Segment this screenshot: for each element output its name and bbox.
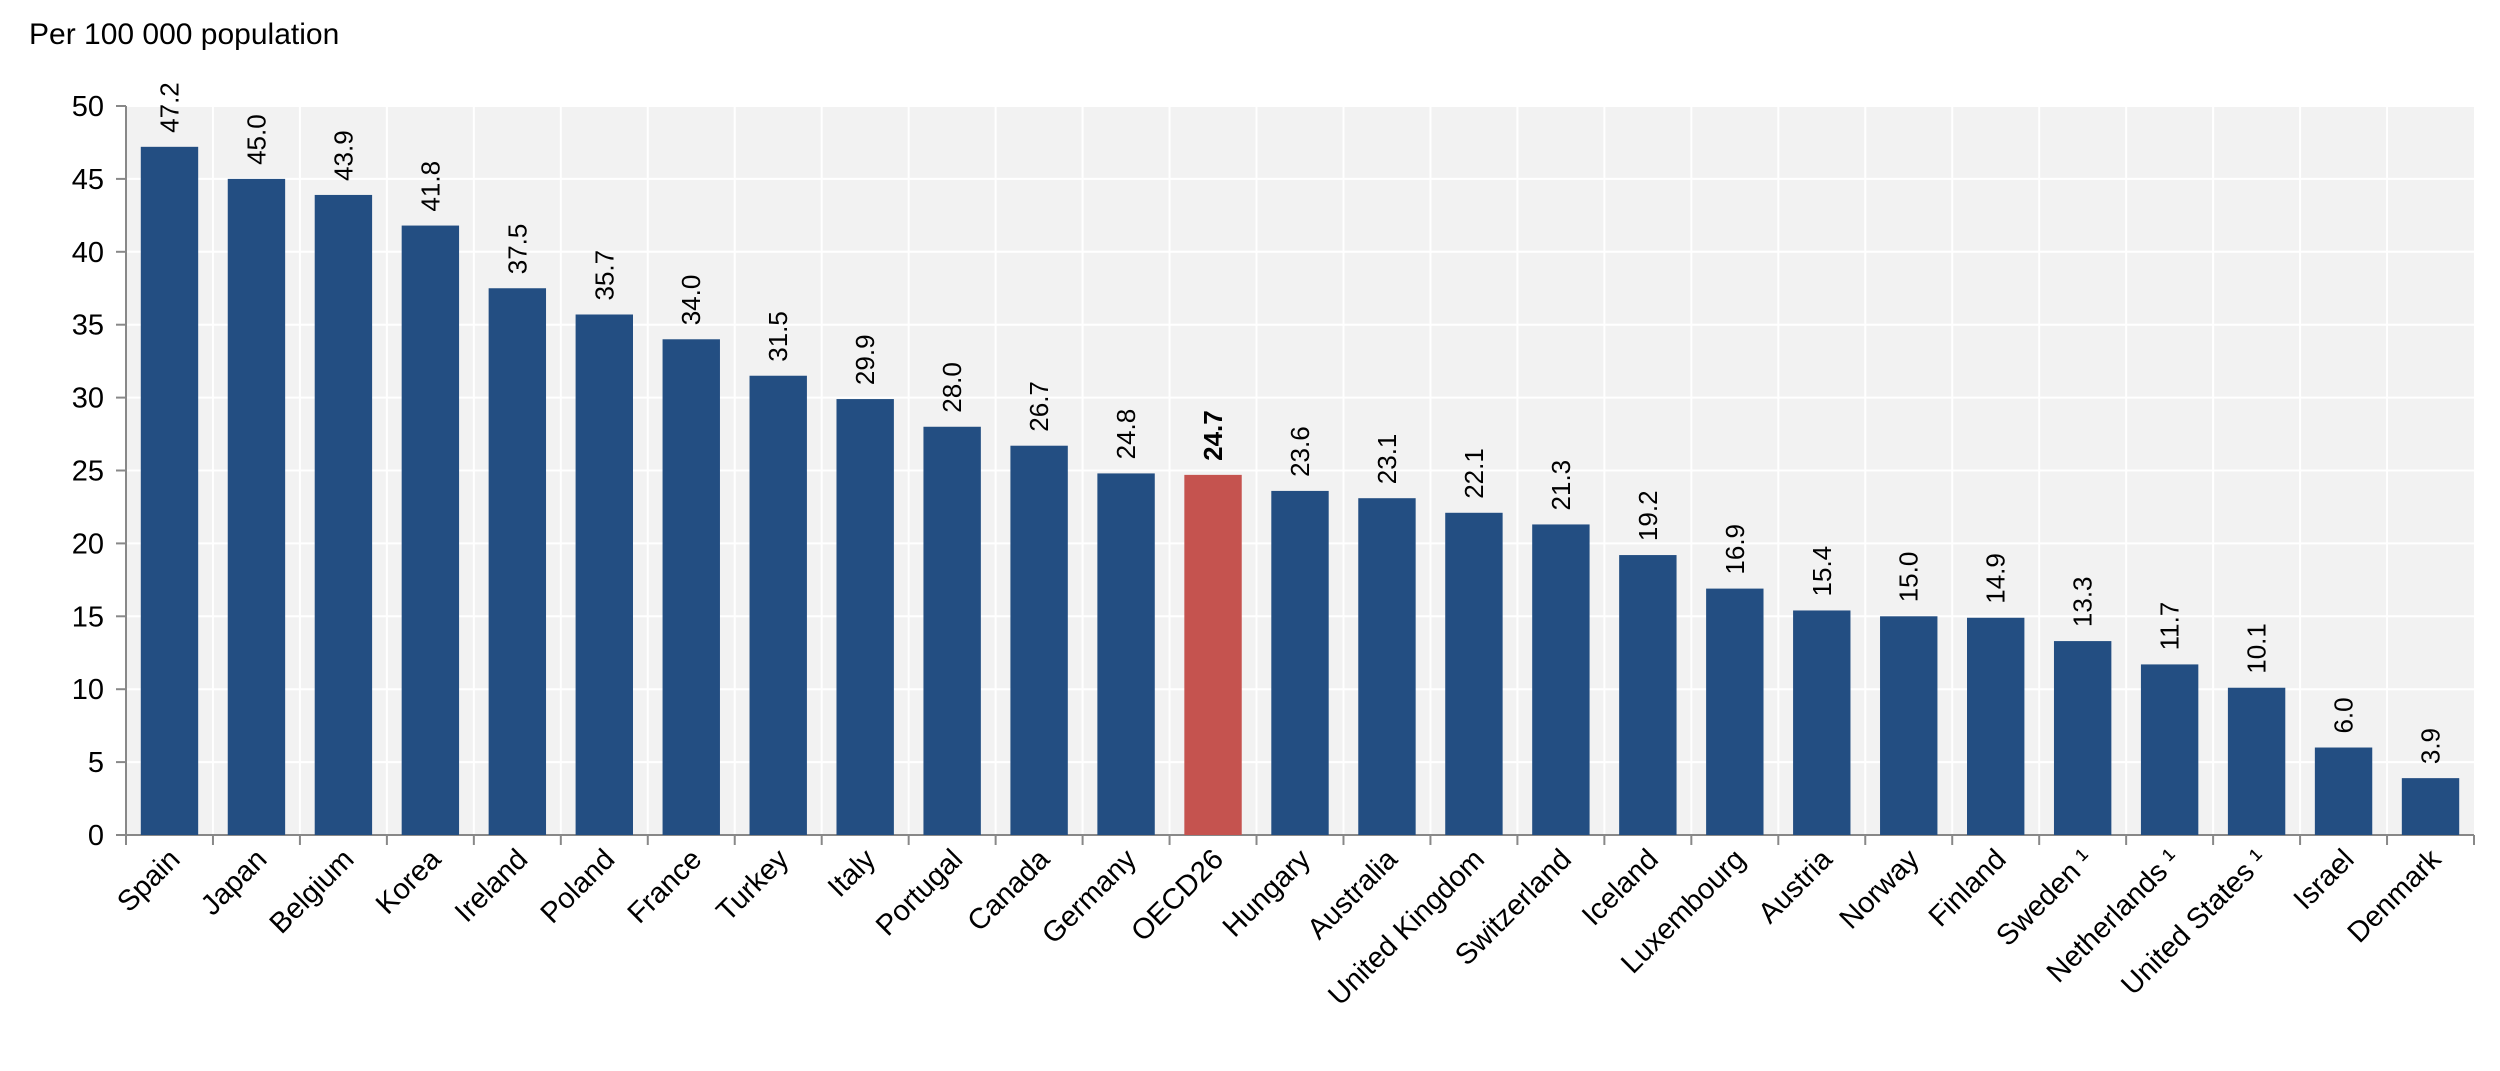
data-label: 16.9 xyxy=(1720,524,1750,575)
category-label: Belgium xyxy=(264,843,361,940)
data-label: 31.5 xyxy=(763,311,793,362)
data-label: 28.0 xyxy=(937,362,967,413)
y-axis-title: Per 100 000 population xyxy=(29,18,340,51)
category-label: Turkey xyxy=(711,843,796,928)
data-label: 21.3 xyxy=(1546,460,1576,511)
data-label: 43.9 xyxy=(328,130,358,181)
category-label: Israel xyxy=(2288,843,2361,916)
category-label: Finland xyxy=(1923,843,2013,933)
bar xyxy=(1706,588,1764,835)
data-label: 37.5 xyxy=(502,224,532,275)
category-label: Japan xyxy=(195,843,273,921)
bar xyxy=(1880,616,1938,835)
bar xyxy=(1532,524,1590,835)
y-tick-label: 45 xyxy=(72,164,104,196)
bar xyxy=(1097,473,1155,835)
data-label: 26.7 xyxy=(1024,381,1054,432)
data-label: 22.1 xyxy=(1459,448,1489,499)
bar xyxy=(314,194,373,836)
category-label: Germany xyxy=(1036,843,1143,950)
bar xyxy=(140,146,199,836)
y-tick-label: 10 xyxy=(72,674,104,706)
bar xyxy=(836,399,894,835)
data-label: 24.8 xyxy=(1111,409,1141,460)
data-label: 23.6 xyxy=(1285,426,1315,477)
bar xyxy=(1271,490,1329,835)
data-label: 6.0 xyxy=(2329,697,2359,733)
data-label: 10.1 xyxy=(2242,623,2272,674)
bar xyxy=(1184,474,1242,835)
bar xyxy=(2053,641,2112,835)
bar xyxy=(401,225,460,835)
data-label: 23.1 xyxy=(1372,434,1402,485)
bar xyxy=(1445,512,1503,835)
bar xyxy=(1010,445,1068,835)
bar xyxy=(2401,778,2460,835)
data-label: 14.9 xyxy=(1981,553,2011,604)
bar xyxy=(1967,617,2025,835)
data-label: 15.0 xyxy=(1894,552,1924,603)
category-label: United Kingdom xyxy=(1322,843,1491,1012)
data-label: 45.0 xyxy=(241,114,271,165)
bar xyxy=(662,339,720,835)
y-tick-label: 30 xyxy=(72,383,104,415)
y-tick-label: 15 xyxy=(72,601,104,633)
category-label: Norway xyxy=(1834,843,1926,935)
category-label: France xyxy=(622,843,708,929)
category-label: Hungary xyxy=(1217,843,1317,943)
category-label: Korea xyxy=(370,843,448,921)
category-label: Denmark xyxy=(2342,843,2448,949)
bar xyxy=(1358,498,1416,835)
y-tick-label: 40 xyxy=(72,237,104,269)
bar xyxy=(488,288,547,835)
data-label: 41.8 xyxy=(415,161,445,212)
data-label: 24.7 xyxy=(1198,410,1228,461)
bar xyxy=(749,375,807,835)
data-label: 3.9 xyxy=(2416,728,2446,764)
bar xyxy=(1793,610,1851,835)
category-label: Portugal xyxy=(870,843,969,942)
y-tick-label: 5 xyxy=(88,747,104,779)
data-label: 19.2 xyxy=(1633,490,1663,541)
data-label: 34.0 xyxy=(676,275,706,326)
bar xyxy=(1619,555,1677,835)
y-tick-label: 0 xyxy=(88,820,104,852)
data-label: 47.2 xyxy=(154,82,184,133)
y-tick-label: 25 xyxy=(72,456,104,488)
bar xyxy=(2227,687,2286,835)
category-label: Austria xyxy=(1752,843,1839,930)
category-label: Ireland xyxy=(449,843,534,928)
bar xyxy=(227,178,286,835)
data-label: 13.3 xyxy=(2068,576,2098,627)
y-tick-label: 35 xyxy=(72,310,104,342)
data-label: 35.7 xyxy=(589,250,619,301)
data-label: 29.9 xyxy=(850,334,880,385)
category-label: Spain xyxy=(111,843,186,918)
y-tick-label: 20 xyxy=(72,528,104,560)
bar xyxy=(2140,664,2199,835)
y-tick-label: 50 xyxy=(72,91,104,123)
category-label: Iceland xyxy=(1576,843,1665,932)
data-label: 15.4 xyxy=(1807,546,1837,597)
category-label: OECD26 xyxy=(1125,843,1230,948)
data-label: 11.7 xyxy=(2155,602,2185,651)
bar xyxy=(2314,747,2373,835)
bar xyxy=(923,426,981,835)
category-label: Italy xyxy=(822,843,883,904)
category-label: Poland xyxy=(535,843,621,929)
bar xyxy=(575,314,633,835)
